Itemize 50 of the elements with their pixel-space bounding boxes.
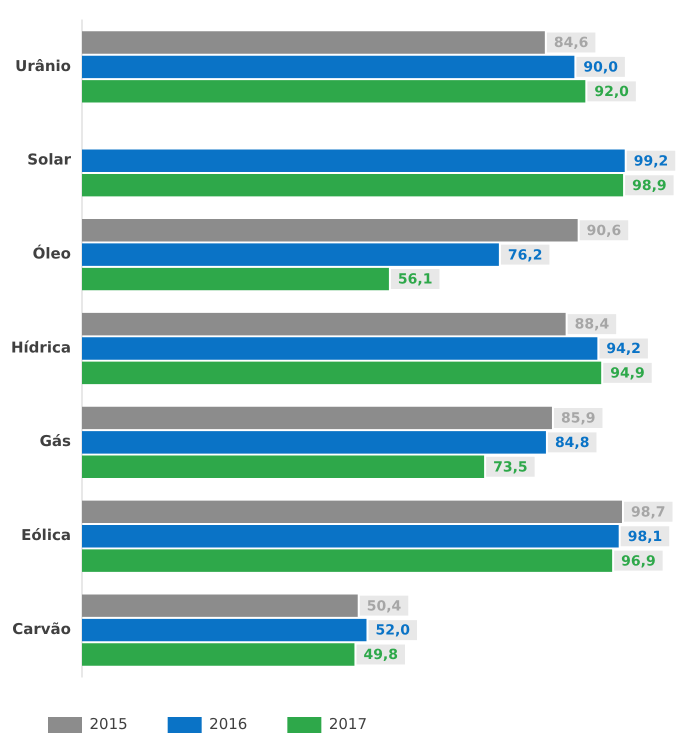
data-label: 94,9 <box>610 366 645 382</box>
bar <box>82 524 619 548</box>
data-label: 52,0 <box>375 622 410 639</box>
data-label: 56,1 <box>398 272 432 288</box>
data-label: 90,0 <box>583 60 618 76</box>
data-label: 96,9 <box>621 553 656 570</box>
data-label: 85,9 <box>560 410 596 427</box>
legend-label: 2016 <box>209 714 248 733</box>
bar <box>82 312 566 336</box>
data-label: 98,9 <box>632 178 667 194</box>
bar <box>82 56 574 78</box>
data-label: 50,4 <box>366 598 402 614</box>
data-label: 84,8 <box>554 435 590 451</box>
data-label: 98,1 <box>628 528 662 545</box>
bar <box>82 594 358 617</box>
bar <box>82 150 625 172</box>
y-tick-label: Solar <box>27 150 72 169</box>
data-label: 84,6 <box>554 35 588 52</box>
bar <box>82 643 354 666</box>
bar <box>82 406 552 430</box>
bar <box>82 618 366 642</box>
bar <box>82 268 389 290</box>
data-label: 73,5 <box>493 459 528 476</box>
bar <box>82 500 622 524</box>
data-label: 90,6 <box>586 222 622 239</box>
data-label: 99,2 <box>634 153 668 170</box>
y-tick-label: Hídrica <box>10 338 71 356</box>
bar <box>82 431 546 454</box>
bar <box>82 337 598 360</box>
data-label: 76,2 <box>508 247 542 264</box>
bar <box>82 80 586 103</box>
y-tick-label: Eólica <box>21 526 71 544</box>
bar <box>82 243 499 266</box>
bar <box>82 362 602 384</box>
y-tick-label: Urânio <box>15 56 71 75</box>
data-label: 88,4 <box>574 316 610 333</box>
bar <box>82 31 545 54</box>
bar <box>82 456 484 478</box>
legend-label: 2017 <box>328 714 368 733</box>
bar <box>82 219 578 242</box>
data-label: 49,8 <box>363 647 398 664</box>
data-label: 92,0 <box>594 84 630 100</box>
data-label: 98,7 <box>630 504 666 520</box>
y-tick-label: Gás <box>40 432 72 450</box>
legend-label: 2015 <box>90 714 128 733</box>
bar <box>82 174 624 196</box>
y-tick-label: Óleo <box>32 244 71 263</box>
y-tick-label: Carvão <box>12 620 71 638</box>
bar <box>82 549 612 572</box>
data-label: 94,2 <box>606 341 641 358</box>
